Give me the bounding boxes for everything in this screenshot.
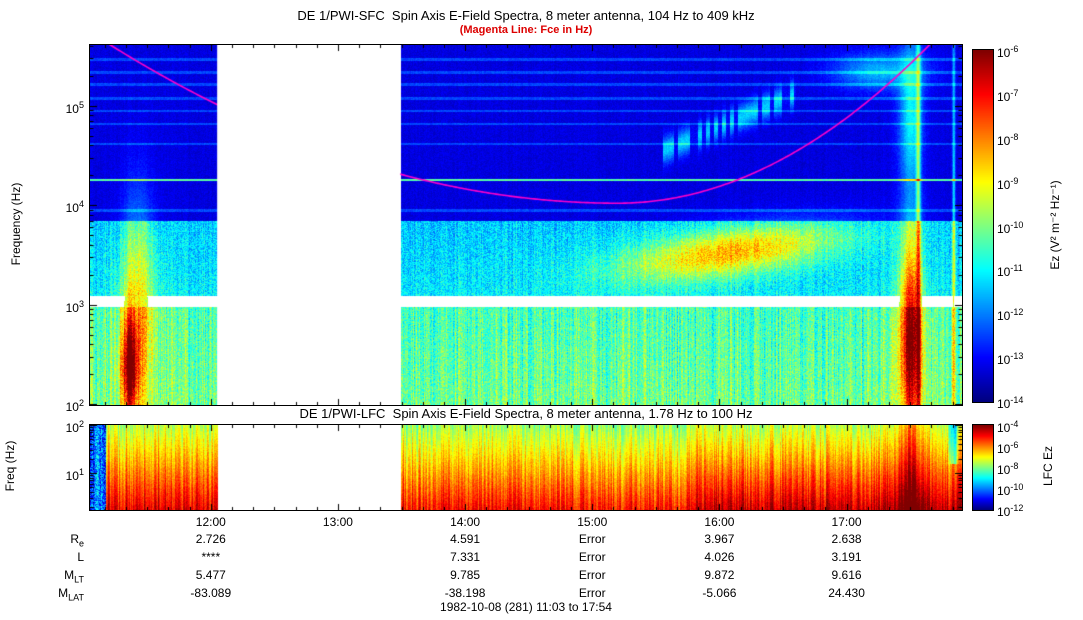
footer-time-range: 1982-10-08 (281) 11:03 to 17:54 xyxy=(440,600,612,614)
ephemeris-value: 4.026 xyxy=(704,550,735,564)
sfc-colorbar-tick-label: 10-11 xyxy=(997,263,1023,280)
ephemeris-value: -83.089 xyxy=(190,586,232,600)
sfc-colorbar-tick-label: 10-13 xyxy=(997,351,1024,368)
ephemeris-value: 9.785 xyxy=(450,568,481,582)
x-tick-label: 17:00 xyxy=(831,515,862,529)
ephemeris-value: Error xyxy=(578,532,606,546)
ephemeris-value: 9.872 xyxy=(704,568,735,582)
sfc-spectrogram-canvas xyxy=(89,44,963,406)
ephemeris-row-label: L xyxy=(77,550,84,564)
x-tick-label: 13:00 xyxy=(322,515,353,529)
lfc-colorbar-label: LFC Ez xyxy=(1041,446,1055,487)
sfc-colorbar-label: Ez (V² m⁻² Hz⁻¹) xyxy=(1048,180,1062,270)
ephemeris-value: 9.616 xyxy=(831,568,862,582)
lfc-colorbar-tick-label: 10-12 xyxy=(997,503,1024,519)
sfc-colorbar-tick-label: 10-10 xyxy=(997,219,1024,236)
x-tick-label: 16:00 xyxy=(704,515,735,529)
sfc-colorbar-tick-label: 10-6 xyxy=(997,44,1019,60)
lfc-title: DE 1/PWI-LFC Spin Axis E-Field Spectra, … xyxy=(299,406,753,421)
lfc-colorbar-tick-label: 10-6 xyxy=(997,440,1019,456)
ephemeris-value: 3.967 xyxy=(704,532,735,546)
sfc-colorbar-tick-label: 10-12 xyxy=(997,307,1024,324)
sfc-subtitle: (Magenta Line: Fce in Hz) xyxy=(459,24,593,36)
ephemeris-value: 2.638 xyxy=(831,532,862,546)
sfc-colorbar-tick-label: 10-9 xyxy=(997,175,1019,192)
x-tick-label: 12:00 xyxy=(195,515,226,529)
ephemeris-value: Error xyxy=(578,550,606,564)
ephemeris-value: 4.591 xyxy=(450,532,481,546)
lfc-colorbar xyxy=(972,424,994,511)
ephemeris-row-label: MLAT xyxy=(58,586,84,603)
ephemeris-row-label: MLT xyxy=(64,568,84,585)
lfc-colorbar-tick-label: 10-10 xyxy=(997,482,1024,498)
x-tick-label: 15:00 xyxy=(577,515,608,529)
lfc-colorbar-tick-label: 10-8 xyxy=(997,461,1019,477)
ephemeris-value: 5.477 xyxy=(195,568,226,582)
ephemeris-value: 7.331 xyxy=(450,550,481,564)
lfc-ytick-label: 102 xyxy=(65,419,84,435)
lfc-spectrogram-canvas xyxy=(89,424,963,511)
sfc-colorbar-tick-label: 10-7 xyxy=(997,87,1019,104)
sfc-ytick-label: 102 xyxy=(65,398,84,414)
sfc-y-axis-label: Frequency (Hz) xyxy=(9,182,23,266)
lfc-colorbar-tick-label: 10-4 xyxy=(997,419,1019,435)
ephemeris-value: -5.066 xyxy=(702,586,737,600)
sfc-colorbar xyxy=(972,49,994,403)
lfc-ytick-label: 101 xyxy=(65,467,84,483)
sfc-ytick-label: 103 xyxy=(65,298,84,315)
sfc-ytick-label: 105 xyxy=(65,99,84,116)
sfc-colorbar-tick-label: 10-14 xyxy=(997,395,1024,411)
ephemeris-value: 2.726 xyxy=(195,532,226,546)
x-tick-label: 14:00 xyxy=(450,515,481,529)
ephemeris-value: 3.191 xyxy=(831,550,862,564)
ephemeris-value: Error xyxy=(578,568,606,582)
ephemeris-value: 24.430 xyxy=(828,586,865,600)
lfc-y-axis-label: Freq (Hz) xyxy=(3,440,17,492)
ephemeris-value: **** xyxy=(201,550,221,564)
ephemeris-row-label: Re xyxy=(70,532,84,549)
ephemeris-value: -38.198 xyxy=(444,586,486,600)
sfc-colorbar-tick-label: 10-8 xyxy=(997,131,1019,148)
ephemeris-value: Error xyxy=(578,586,606,600)
sfc-title: DE 1/PWI-SFC Spin Axis E-Field Spectra, … xyxy=(297,8,755,23)
sfc-ytick-label: 104 xyxy=(65,199,84,216)
